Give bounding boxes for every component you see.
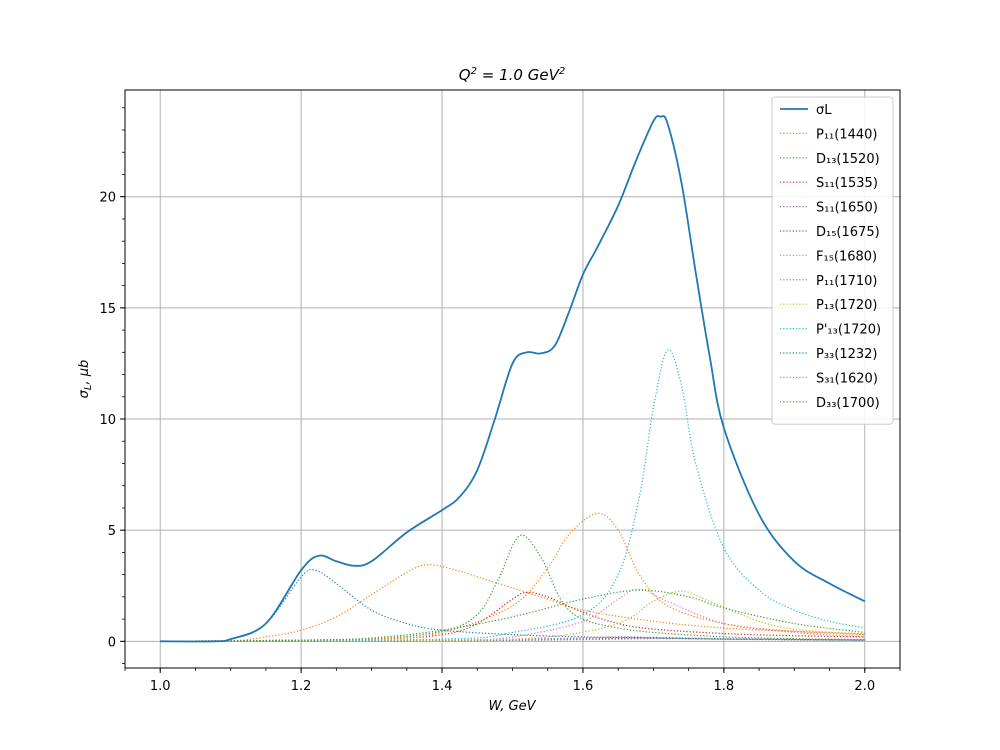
x-tick-label: 2.0 [854,679,875,694]
y-tick-label: 0 [108,635,116,650]
ticks: 1.0 1.2 1.4 1.6 1.8 2.0 0 5 10 15 20 [99,107,901,694]
legend-entry: D₁₃(1520) [816,152,880,167]
y-axis-label: σL, μb [77,360,94,399]
legend-box [771,96,894,425]
series-line-8 [160,590,865,642]
legend-entry: S₃₁(1620) [816,371,878,386]
x-tick-label: 1.6 [573,679,594,694]
grid [125,90,900,668]
x-tick-label: 1.8 [714,679,735,694]
legend-entry: P₃₃(1232) [816,347,878,362]
x-tick-label: 1.2 [291,679,312,694]
series-layer [160,115,866,643]
series-line-7 [160,638,865,642]
series-line-12 [160,589,865,642]
legend-entry: F₁₅(1680) [816,249,877,264]
x-tick-label: 1.4 [432,679,453,694]
legend-entry: P'₁₃(1720) [816,323,881,338]
legend-entry: P₁₃(1720) [816,298,878,313]
y-tick-label: 5 [108,524,116,539]
y-tick-label: 10 [99,413,116,428]
legend-entry: D₃₃(1700) [816,396,880,411]
legend-entry: S₁₁(1650) [816,201,878,216]
legend-entry: σL [816,103,832,118]
series-line-9 [160,349,865,642]
series-line-0 [160,115,866,643]
series-line-1 [160,564,865,642]
x-tick-label: 1.0 [150,679,171,694]
legend-entry: P₁₁(1440) [816,127,878,142]
y-tick-label: 15 [99,302,116,317]
legend: σL P₁₁(1440) D₁₃(1520) S₁₁(1535) S₁₁(1650) D₁… [771,96,894,425]
legend-entry: S₁₁(1535) [816,176,878,191]
x-axis-label: W, GeV [488,699,536,714]
legend-entry: D₁₅(1675) [816,225,880,240]
legend-entry: P₁₁(1710) [816,274,878,289]
chart-title: Q2 = 1.0 GeV2 [459,66,565,84]
y-tick-label: 20 [99,191,116,206]
